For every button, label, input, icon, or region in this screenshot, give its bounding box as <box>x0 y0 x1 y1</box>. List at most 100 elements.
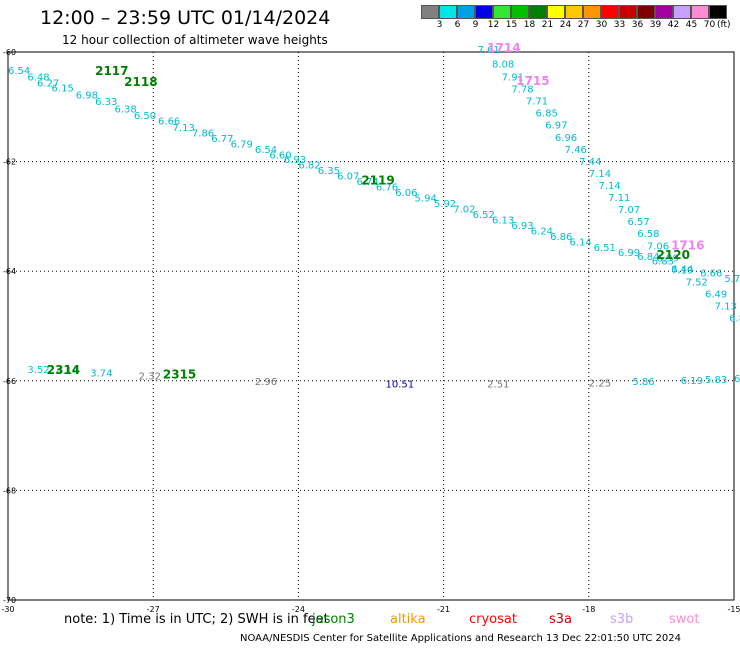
swh-value: 6.35 <box>318 166 340 177</box>
page-subtitle: 12 hour collection of altimeter wave hei… <box>62 33 328 47</box>
legend-swatch <box>565 5 583 19</box>
swh-value: 6.51 <box>594 243 616 254</box>
legend-swatch <box>511 5 529 19</box>
swh-value: 6.99 <box>618 248 640 259</box>
satellite-name: altika <box>390 612 426 627</box>
swh-value: 3.74 <box>90 368 112 379</box>
lat-label: -66 <box>3 377 16 386</box>
swh-value: 6.50 <box>134 111 156 122</box>
swh-value: 6.77 <box>211 134 233 145</box>
legend-label: 15 <box>505 20 518 30</box>
legend-swatch <box>655 5 673 19</box>
lon-label: -15 <box>727 605 740 614</box>
satellite-name: jason3 <box>312 612 355 627</box>
swh-value: 6.66 <box>700 269 722 280</box>
map-grid <box>7 51 735 601</box>
swh-value: 6.99 <box>657 253 679 264</box>
swh-value: 7.52 <box>686 277 708 288</box>
swh-value: 7.78 <box>511 85 533 96</box>
legend-label: 27 <box>577 20 590 30</box>
swh-value: 7.46 <box>565 145 587 156</box>
swh-value: 6.27 <box>37 79 59 90</box>
swh-value: 7.14 <box>589 169 611 180</box>
legend-swatch <box>493 5 511 19</box>
swh-value: 6.06 <box>395 188 417 199</box>
lat-label: -60 <box>3 48 16 57</box>
swh-value: 6.58 <box>637 229 659 240</box>
swh-value: 7.06 <box>647 241 669 252</box>
swh-value: 8.08 <box>492 59 514 70</box>
legend-swatch <box>691 5 709 19</box>
swh-value: 2.25 <box>589 378 611 389</box>
swh-value: 5.92 <box>434 199 456 210</box>
legend-swatch <box>529 5 547 19</box>
satellite-name: s3b <box>610 612 634 627</box>
page-title: 12:00 – 23:59 UTC 01/14/2024 <box>40 7 331 29</box>
legend-swatch <box>619 5 637 19</box>
swh-value: 6.76 <box>376 183 398 194</box>
legend-label: 21 <box>541 20 554 30</box>
lat-label: -68 <box>3 486 16 495</box>
lat-label: -70 <box>3 596 16 605</box>
swh-value: 6.82 <box>298 161 320 172</box>
swh-value: 6.49 <box>705 290 727 301</box>
legend-swatch <box>709 5 727 19</box>
swh-value: 6.79 <box>231 139 253 150</box>
swh-value: 6.48 <box>27 72 49 83</box>
swh-value: 6.86 <box>550 232 572 243</box>
footer-note: note: 1) Time is in UTC; 2) SWH is in fe… <box>64 612 329 627</box>
altimeter-tracks: 6.546.486.276.156.986.336.386.50 6.667.13… <box>8 45 740 390</box>
swh-value: 7.91 <box>502 72 524 83</box>
pass-label: 2118 <box>124 75 157 89</box>
legend-label: 6 <box>454 20 461 30</box>
lon-label: -24 <box>292 605 305 614</box>
legend-swatch <box>475 5 493 19</box>
legend-swatch <box>673 5 691 19</box>
legend-label: 33 <box>613 20 626 30</box>
swh-value: 5.74 <box>724 274 740 285</box>
satellite-name: swot <box>669 612 700 627</box>
legend-unit: (ft) <box>717 20 731 30</box>
pass-label: 1715 <box>516 74 549 88</box>
swh-value: 6.66 <box>158 116 180 127</box>
swh-value: 6.93 <box>284 155 306 166</box>
swh-value: 6.97 <box>545 121 567 132</box>
swh-value: 6.54 <box>255 145 277 156</box>
pass-label: 2314 <box>47 363 80 377</box>
swh-value: 6.33 <box>95 97 117 108</box>
swh-value: 7.11 <box>608 193 630 204</box>
swh-value: 7.02 <box>453 205 475 216</box>
swh-value: 6.57 <box>628 217 650 228</box>
swh-value: 6.60 <box>269 150 291 161</box>
swh-value: 6.07 <box>337 172 359 183</box>
legend-label: 36 <box>631 20 644 30</box>
legend-label: 12 <box>487 20 500 30</box>
credit-line: NOAA/NESDIS Center for Satellite Applica… <box>240 633 682 644</box>
swh-value: 6.96 <box>555 133 577 144</box>
pass-label: 2117 <box>95 64 128 78</box>
swh-value: 6.52 <box>473 210 495 221</box>
legend-label: 18 <box>523 20 536 30</box>
swh-value: 7.19 <box>671 265 693 276</box>
pass-label: 2120 <box>657 248 690 262</box>
swh-value: 6.15 <box>52 83 74 94</box>
legend-label: 70 <box>703 20 716 30</box>
swh-value: 6.83 <box>652 257 674 268</box>
lon-label: -30 <box>1 605 14 614</box>
swh-value: 2.51 <box>487 379 509 390</box>
swh-value: 6.24 <box>531 226 553 237</box>
swh-value: 6.44 <box>671 264 693 275</box>
satellite-name: s3a <box>549 612 573 627</box>
swh-value: 7.86 <box>192 128 214 139</box>
swh-value: 6.74 <box>356 177 378 188</box>
legend-label: 9 <box>472 20 479 30</box>
swh-value: 6.85 <box>536 109 558 120</box>
legend-swatch <box>439 5 457 19</box>
legend-swatch <box>637 5 655 19</box>
swh-value: 3.52 <box>27 365 49 376</box>
swh-value: 6.38 <box>114 104 136 115</box>
swh-value: 7.61 <box>477 45 499 56</box>
swh-value: 7.07 <box>618 205 640 216</box>
